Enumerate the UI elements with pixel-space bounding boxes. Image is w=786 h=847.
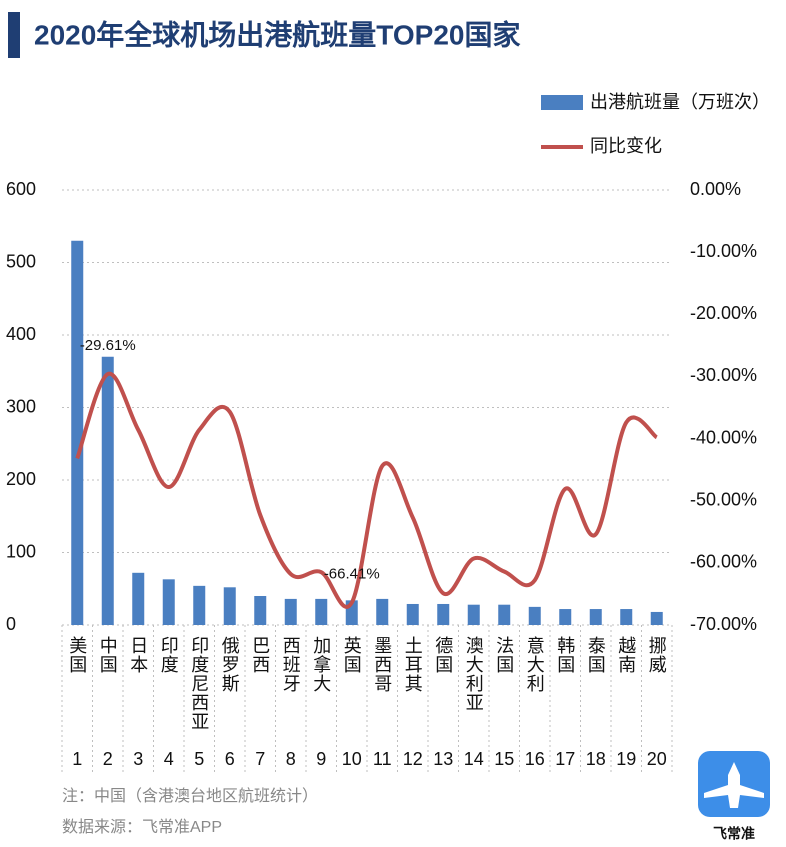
y2-tick-label: -10.00% xyxy=(690,241,757,261)
rank-label: 6 xyxy=(225,749,235,769)
bar xyxy=(132,572,145,625)
bar xyxy=(620,609,633,625)
y-tick-label: 500 xyxy=(6,251,36,271)
rank-label: 19 xyxy=(616,749,636,769)
rank-label: 9 xyxy=(316,749,326,769)
logo-text: 飞常准 xyxy=(713,826,755,842)
y2-tick-label: -30.00% xyxy=(690,365,757,385)
y-tick-label: 300 xyxy=(6,396,36,416)
rank-label: 2 xyxy=(103,749,113,769)
x-tick-label: 土耳其 xyxy=(403,636,423,693)
x-tick-label: 韩国 xyxy=(555,636,575,674)
y2-tick-label: -20.00% xyxy=(690,303,757,323)
title-accent xyxy=(8,12,20,58)
bar xyxy=(437,603,450,625)
logo: 飞常准 xyxy=(698,751,770,842)
rank-label: 11 xyxy=(373,749,392,769)
rank-label: 14 xyxy=(464,749,484,769)
chart-title: 2020年全球机场出港航班量TOP20国家 xyxy=(34,18,521,50)
rank-label: 13 xyxy=(433,749,453,769)
bar xyxy=(528,606,541,625)
data-label: -66.41% xyxy=(324,566,380,583)
bar xyxy=(162,579,175,625)
rank-label: 18 xyxy=(586,749,606,769)
line xyxy=(75,371,659,609)
bar xyxy=(254,596,267,625)
bar xyxy=(284,598,297,625)
bar xyxy=(498,604,511,625)
y-tick-label: 200 xyxy=(6,469,36,489)
x-tick-label: 墨西哥 xyxy=(372,636,392,693)
y-tick-label: 100 xyxy=(6,541,36,561)
rank-label: 7 xyxy=(255,749,265,769)
x-tick-label: 越南 xyxy=(616,636,636,674)
rank-label: 16 xyxy=(525,749,545,769)
x-tick-label: 澳大利亚 xyxy=(464,636,484,712)
rank-label: 8 xyxy=(286,749,296,769)
x-tick-label: 意大利 xyxy=(525,636,545,693)
rank-label: 10 xyxy=(342,749,362,769)
data-label: -29.61% xyxy=(80,337,136,354)
rank-label: 3 xyxy=(133,749,143,769)
bar xyxy=(467,604,480,625)
x-tick-label: 泰国 xyxy=(586,636,606,674)
x-tick-label: 中国 xyxy=(98,636,118,674)
bar xyxy=(223,587,236,625)
rank-label: 12 xyxy=(403,749,423,769)
note: 注：中国（含港澳台地区航班统计） xyxy=(62,787,318,805)
bar xyxy=(589,609,602,625)
bar xyxy=(193,585,206,625)
rank-label: 4 xyxy=(164,749,174,769)
x-tick-label: 加拿大 xyxy=(311,636,331,693)
legend-label: 同比变化 xyxy=(590,136,662,156)
x-tick-label: 印度尼西亚 xyxy=(189,636,209,731)
bar xyxy=(315,598,328,625)
x-tick-label: 法国 xyxy=(494,636,514,674)
rank-label: 20 xyxy=(647,749,667,769)
y-tick-label: 600 xyxy=(6,179,36,199)
bar xyxy=(650,611,663,625)
bar xyxy=(406,603,419,625)
rank-label: 5 xyxy=(194,749,204,769)
y2-tick-label: -70.00% xyxy=(690,614,757,634)
bar xyxy=(559,609,572,625)
x-tick-label: 巴西 xyxy=(250,636,270,674)
y2-tick-label: -60.00% xyxy=(690,552,757,572)
rank-label: 17 xyxy=(555,749,575,769)
bar xyxy=(71,240,84,625)
bar xyxy=(376,598,389,625)
x-tick-label: 挪威 xyxy=(647,636,667,674)
legend-swatch xyxy=(541,95,583,110)
x-tick-label: 印度 xyxy=(159,636,179,674)
bar xyxy=(101,356,114,625)
rank-label: 1 xyxy=(72,749,82,769)
y2-tick-label: -40.00% xyxy=(690,427,757,447)
note: 数据来源：飞常准APP xyxy=(62,818,222,836)
legend-label: 出港航班量（万班次） xyxy=(590,92,770,112)
x-tick-label: 德国 xyxy=(433,636,453,674)
y-tick-label: 400 xyxy=(6,324,36,344)
x-tick-label: 美国 xyxy=(67,636,87,674)
rank-label: 15 xyxy=(494,749,514,769)
x-tick-label: 英国 xyxy=(342,636,362,674)
logo-plane xyxy=(704,762,764,808)
x-tick-label: 日本 xyxy=(128,636,148,674)
x-tick-label: 俄罗斯 xyxy=(220,636,240,693)
y-tick-label: 0 xyxy=(6,614,16,634)
y2-tick-label: -50.00% xyxy=(690,489,757,509)
y2-tick-label: 0.00% xyxy=(690,179,741,199)
x-tick-label: 西班牙 xyxy=(281,636,301,693)
